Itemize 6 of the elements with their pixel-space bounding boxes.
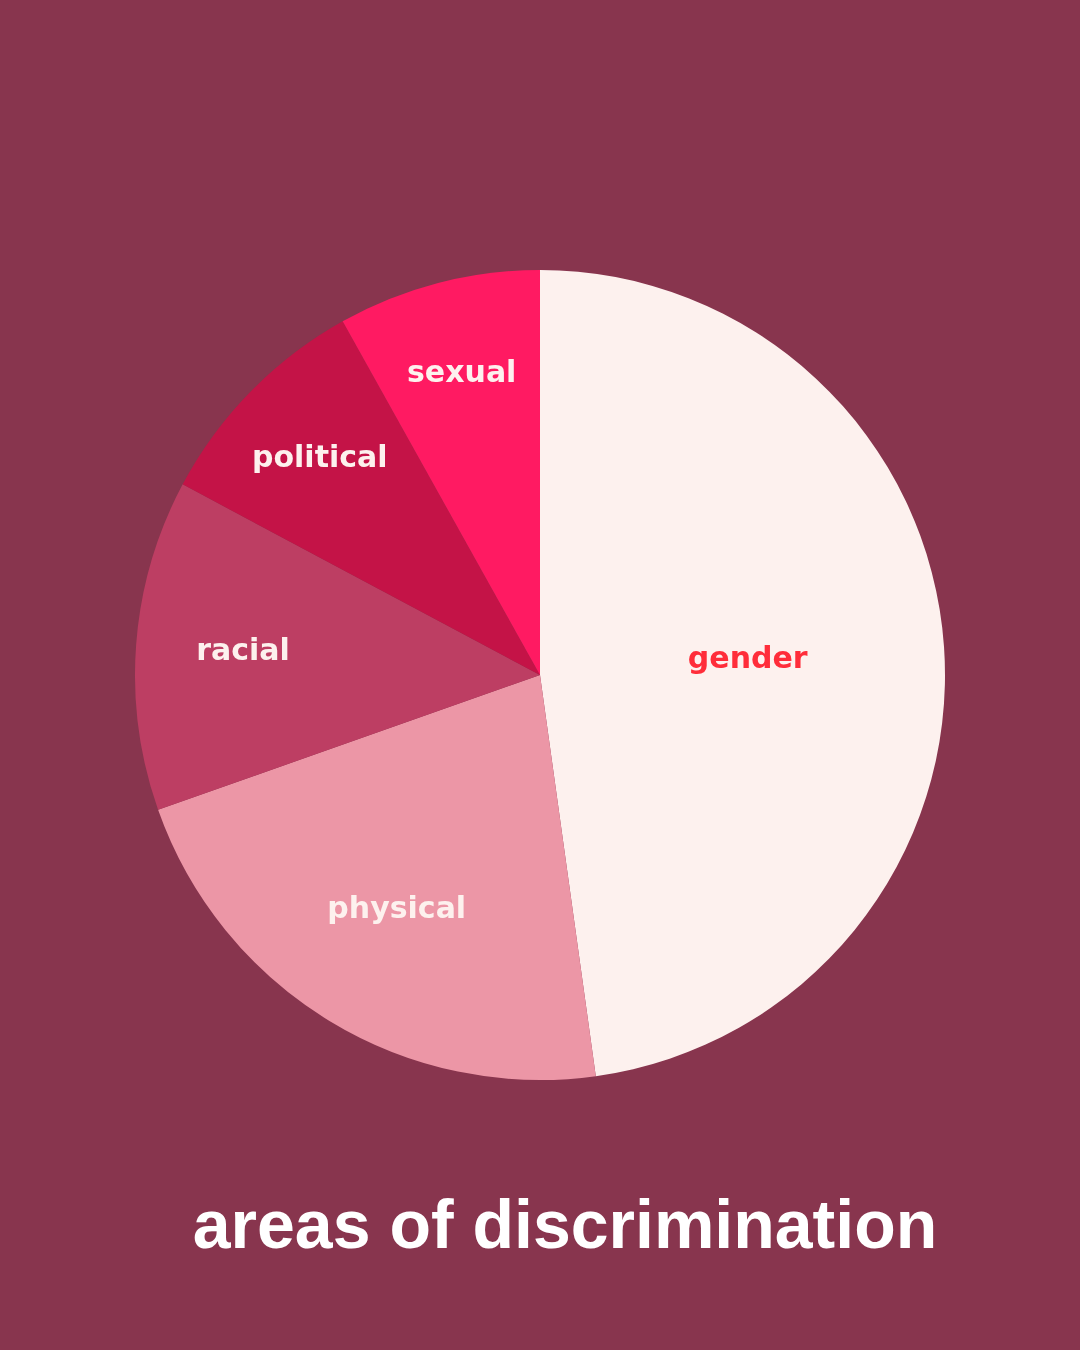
slice-label: political	[252, 438, 388, 474]
slice-label: gender	[687, 640, 808, 676]
text: areas of discrimination	[191, 1185, 939, 1263]
slice-label: sexual	[406, 353, 517, 389]
slice-label: racial	[196, 632, 290, 668]
slice-label: physical	[327, 890, 467, 926]
